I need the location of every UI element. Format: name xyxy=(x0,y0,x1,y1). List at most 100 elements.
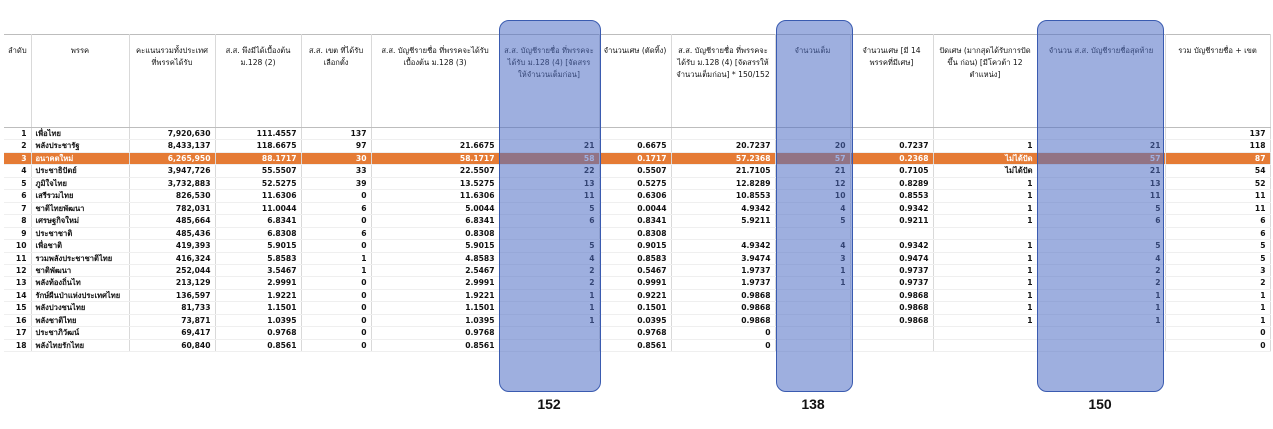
table-cell: 6,265,950 xyxy=(129,152,216,166)
table-cell: 54 xyxy=(1165,164,1271,178)
table-cell: 0 xyxy=(301,239,372,253)
table-cell: 0 xyxy=(671,339,776,353)
table-cell: 11.6306 xyxy=(371,189,500,203)
table-cell: 118.6675 xyxy=(215,139,302,153)
table-cell: 0.9991 xyxy=(599,276,672,290)
table-cell: 1 xyxy=(933,189,1038,203)
table-cell: 1.1501 xyxy=(371,301,500,315)
table-cell: 252,044 xyxy=(129,264,216,278)
party-name: เพื่อชาติ xyxy=(31,239,130,253)
table-cell: 1 xyxy=(499,289,600,303)
table-cell: 1 xyxy=(301,264,372,278)
table-cell: 826,530 xyxy=(129,189,216,203)
table-cell: 21.6675 xyxy=(371,139,500,153)
table-cell: 20.7237 xyxy=(671,139,776,153)
table-row: 8 เศรษฐกิจใหม่ 485,664 6.8341 0 6.8341 6 0.8341… xyxy=(4,214,1271,228)
table-cell: 1 xyxy=(499,301,600,315)
table-cell: 1 xyxy=(933,202,1038,216)
table-cell: 3,732,883 xyxy=(129,177,216,191)
table-cell: 0.8308 xyxy=(371,227,500,241)
table-cell: 0.8583 xyxy=(599,252,672,266)
table-cell: 52.5275 xyxy=(215,177,302,191)
table-cell: 22.5507 xyxy=(371,164,500,178)
table-cell: 6.8308 xyxy=(215,227,302,241)
table-row: 3 อนาคตใหม่ 6,265,950 88.1717 30 58.1717 58 0.1… xyxy=(4,152,1271,166)
table-cell: 58 xyxy=(499,152,600,166)
table-cell: 1 xyxy=(301,252,372,266)
table-row: 4 ประชาธิปัตย์ 3,947,726 55.5507 33 22.5507 22… xyxy=(4,164,1271,178)
party-name: ชาติพัฒนา xyxy=(31,264,130,278)
table-cell xyxy=(933,339,1038,353)
seat-allocation-table: ลำดับ พรรค คะแนนรวมทั้งประเทศ ที่พรรคได้รั… xyxy=(4,34,1271,353)
column-header: รวม บัญชีรายชื่อ + เขต xyxy=(1165,34,1271,128)
table-cell: 0.5275 xyxy=(599,177,672,191)
table-cell: 11 xyxy=(1165,202,1271,216)
table-cell: 5 xyxy=(775,214,851,228)
table-cell: 21.7105 xyxy=(671,164,776,178)
table-cell: 1 xyxy=(775,276,851,290)
table-cell: 1.0395 xyxy=(215,314,302,328)
column-header: ส.ส. บัญชีรายชื่อ ที่พรรคจะได้รับ ม.128 … xyxy=(671,34,776,128)
table-cell: 485,436 xyxy=(129,227,216,241)
table-cell: 0.1501 xyxy=(599,301,672,315)
column-header: จำนวนเศษ (ตัดทิ้ง) xyxy=(599,34,672,128)
table-cell xyxy=(850,127,934,141)
table-cell: 0 xyxy=(301,276,372,290)
table-cell: 485,664 xyxy=(129,214,216,228)
table-cell: 3,947,726 xyxy=(129,164,216,178)
table-cell: 0.5467 xyxy=(599,264,672,278)
table-cell: 118 xyxy=(1165,139,1271,153)
table-cell: 4 xyxy=(775,202,851,216)
table-cell: 0.0395 xyxy=(599,314,672,328)
table-cell xyxy=(775,314,851,328)
table-cell xyxy=(933,227,1038,241)
table-cell: 1 xyxy=(499,314,600,328)
table-cell: 6.8341 xyxy=(371,214,500,228)
table-cell xyxy=(371,127,500,141)
total-list-initial: 152 xyxy=(537,396,561,412)
table-row: 1 เพื่อไทย 7,920,630 111.4557 137 137 xyxy=(4,127,1271,141)
table-cell: 1 xyxy=(933,289,1038,303)
table-cell: 0 xyxy=(1165,339,1271,353)
table-cell: 5 xyxy=(1037,202,1166,216)
table-cell: 0 xyxy=(301,301,372,315)
table-cell: 2 xyxy=(1037,276,1166,290)
table-cell: 0.9221 xyxy=(599,289,672,303)
table-cell: 11 xyxy=(1037,189,1166,203)
party-name: พลังประชารัฐ xyxy=(31,139,130,153)
table-cell: 3.5467 xyxy=(215,264,302,278)
table-cell: 2.9991 xyxy=(371,276,500,290)
table-cell: 4 xyxy=(775,239,851,253)
row-number: 18 xyxy=(4,339,32,353)
table-row: 18 พลังไทยรักไทย 60,840 0.8561 0 0.8561 0.8561… xyxy=(4,339,1271,353)
table-cell xyxy=(775,339,851,353)
row-number: 11 xyxy=(4,252,32,266)
table-cell: 11.6306 xyxy=(215,189,302,203)
table-cell: 13 xyxy=(499,177,600,191)
table-cell: 69,417 xyxy=(129,326,216,340)
column-header: จำนวนเศษ [มี 14 พรรคที่มีเศษ] xyxy=(850,34,934,128)
table-cell: 1 xyxy=(933,177,1038,191)
table-cell: 5.9015 xyxy=(371,239,500,253)
table-cell: 0.9737 xyxy=(850,264,934,278)
row-number: 15 xyxy=(4,301,32,315)
table-cell: 2 xyxy=(1037,264,1166,278)
table-cell xyxy=(1037,326,1166,340)
table-cell: 0.6675 xyxy=(599,139,672,153)
table-cell: 7,920,630 xyxy=(129,127,216,141)
table-cell: 1 xyxy=(933,301,1038,315)
table-cell: 1.0395 xyxy=(371,314,500,328)
party-name: พลังชาติไทย xyxy=(31,314,130,328)
table-cell: 6 xyxy=(1037,214,1166,228)
party-name: พลังไทยรักไทย xyxy=(31,339,130,353)
table-cell: 6 xyxy=(1165,227,1271,241)
table-cell: 1.1501 xyxy=(215,301,302,315)
table-cell: 0.9868 xyxy=(850,314,934,328)
table-cell: 2 xyxy=(1165,276,1271,290)
table-row: 7 ชาติไทยพัฒนา 782,031 11.0044 6 5.0044 5 0.004… xyxy=(4,202,1271,216)
column-header: ส.ส. เขต ที่ได้รับเลือกตั้ง xyxy=(301,34,372,128)
table-cell: 88.1717 xyxy=(215,152,302,166)
table-cell: 5 xyxy=(1037,239,1166,253)
table-cell: 0.8561 xyxy=(371,339,500,353)
